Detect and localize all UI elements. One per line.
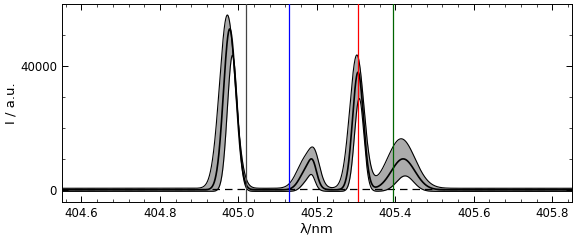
Y-axis label: I / a.u.: I / a.u. [4, 82, 17, 124]
X-axis label: λ/nm: λ/nm [300, 223, 334, 236]
